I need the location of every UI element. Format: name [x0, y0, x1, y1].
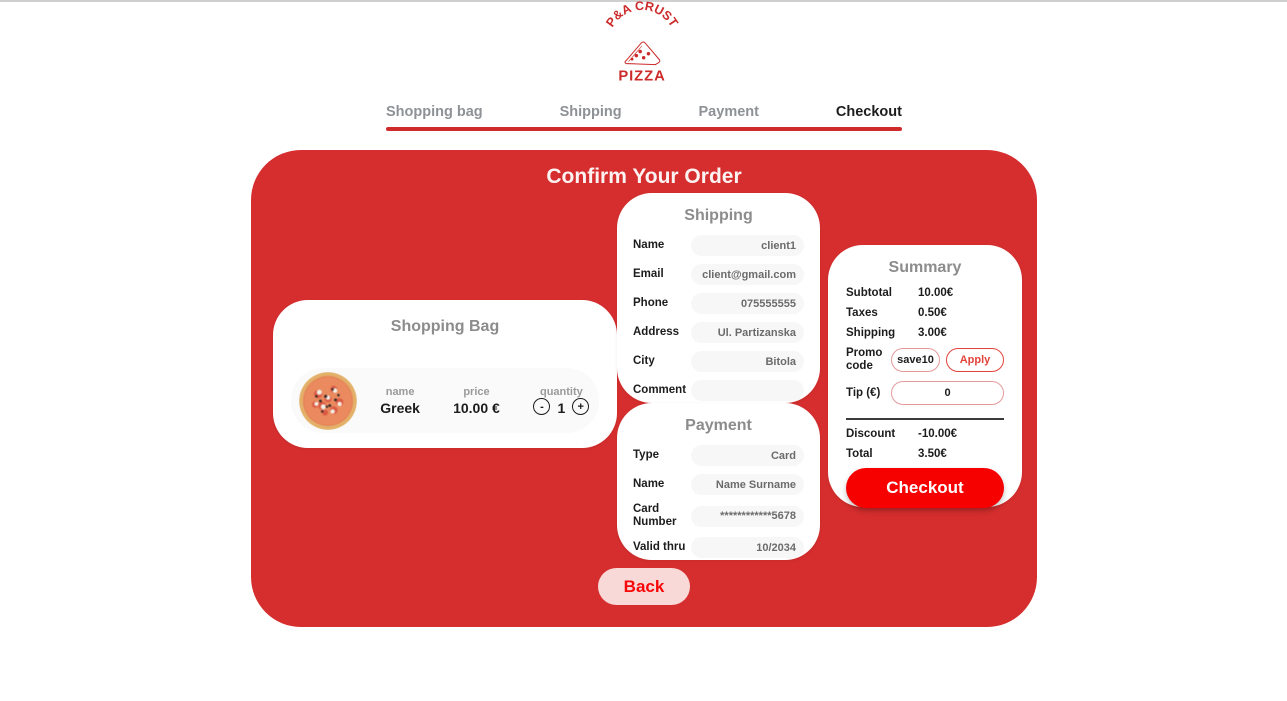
svg-text:PIZZA: PIZZA [618, 68, 665, 84]
svg-text:P&A CRUST: P&A CRUST [603, 0, 681, 30]
